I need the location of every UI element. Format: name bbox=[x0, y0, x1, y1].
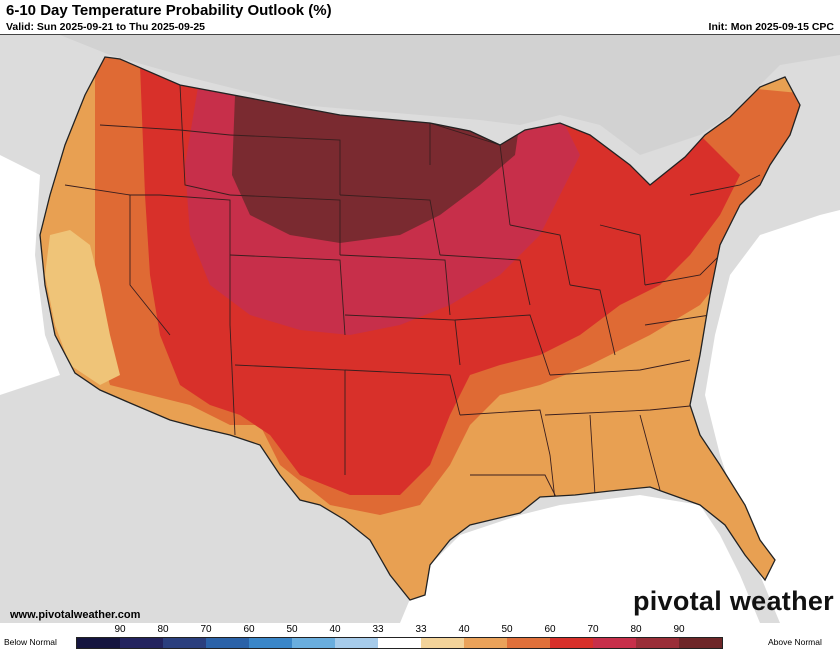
legend-swatch bbox=[507, 638, 550, 648]
legend-tick: 50 bbox=[501, 624, 513, 635]
border-ny-ne bbox=[689, 174, 761, 196]
legend-tick: 90 bbox=[114, 624, 126, 635]
border-wy bbox=[229, 194, 341, 255]
border-ok bbox=[344, 369, 461, 416]
legend-swatch bbox=[679, 638, 722, 648]
border-az-nm bbox=[229, 324, 236, 436]
border-ar bbox=[459, 409, 551, 456]
legend-swatch bbox=[163, 638, 206, 648]
legend-swatch bbox=[292, 638, 335, 648]
brand-logo: pivotal weather bbox=[633, 586, 834, 617]
border-wi-il bbox=[509, 224, 571, 286]
border-in bbox=[569, 284, 616, 356]
border-mo bbox=[454, 314, 551, 376]
legend-swatch bbox=[120, 638, 163, 648]
zone-80-90 bbox=[232, 95, 520, 243]
atlantic-ocean bbox=[705, 210, 840, 623]
outlook-map[interactable] bbox=[0, 34, 840, 624]
legend-bar bbox=[76, 637, 723, 649]
legend-swatch bbox=[421, 638, 464, 648]
legend-tick: 40 bbox=[329, 624, 341, 635]
legend-swatch bbox=[77, 638, 120, 648]
border-ky-tn bbox=[549, 359, 691, 376]
border-al bbox=[589, 414, 596, 496]
border-ne bbox=[339, 254, 451, 316]
legend-tick: 50 bbox=[286, 624, 298, 635]
border-tn-south bbox=[544, 404, 701, 416]
legend-below-label: Below Normal bbox=[4, 637, 57, 647]
border-mi-oh bbox=[599, 224, 646, 286]
legend-swatch bbox=[550, 638, 593, 648]
legend-tick: 70 bbox=[200, 624, 212, 635]
gulf-of-mexico bbox=[400, 495, 760, 623]
legend-tick: 40 bbox=[458, 624, 470, 635]
brand-text: pivotal weather bbox=[632, 586, 834, 616]
border-ia bbox=[439, 254, 531, 306]
legend-swatch bbox=[464, 638, 507, 648]
legend: Below Normal Above Normal 90 80 70 60 50 40 33… bbox=[0, 623, 840, 649]
border-co bbox=[229, 254, 346, 336]
pacific-ocean bbox=[0, 155, 60, 395]
page-title: 6-10 Day Temperature Probability Outlook… bbox=[6, 2, 332, 19]
border-va bbox=[644, 314, 711, 326]
website-label: www.pivotalweather.com bbox=[10, 609, 141, 621]
valid-range: Valid: Sun 2025-09-21 to Thu 2025-09-25 bbox=[6, 21, 205, 33]
init-time: Init: Mon 2025-09-15 CPC bbox=[708, 21, 834, 33]
border-id bbox=[179, 84, 231, 196]
legend-swatch bbox=[593, 638, 636, 648]
legend-swatch bbox=[636, 638, 679, 648]
legend-tick: 80 bbox=[630, 624, 642, 635]
border-la bbox=[470, 474, 561, 506]
legend-swatch bbox=[378, 638, 421, 648]
border-nv-ca bbox=[129, 195, 171, 336]
border-sd bbox=[339, 194, 441, 256]
legend-swatch bbox=[206, 638, 249, 648]
legend-tick: 90 bbox=[673, 624, 685, 635]
legend-tick: 70 bbox=[587, 624, 599, 635]
legend-tick: 33 bbox=[372, 624, 384, 635]
border-mt bbox=[229, 134, 341, 195]
border-pa bbox=[644, 254, 721, 286]
legend-swatch bbox=[335, 638, 378, 648]
legend-swatch bbox=[249, 638, 292, 648]
canada-land bbox=[0, 35, 840, 155]
map-svg bbox=[0, 35, 840, 623]
legend-tick: 33 bbox=[415, 624, 427, 635]
border-ut bbox=[159, 194, 231, 325]
border-ga bbox=[639, 414, 661, 491]
legend-tick: 80 bbox=[157, 624, 169, 635]
legend-tick: 60 bbox=[243, 624, 255, 635]
zone-33-40 bbox=[45, 230, 120, 385]
border-ms bbox=[549, 454, 556, 501]
border-or-wa bbox=[99, 124, 231, 136]
legend-tick: 60 bbox=[544, 624, 556, 635]
legend-above-label: Above Normal bbox=[768, 637, 822, 647]
